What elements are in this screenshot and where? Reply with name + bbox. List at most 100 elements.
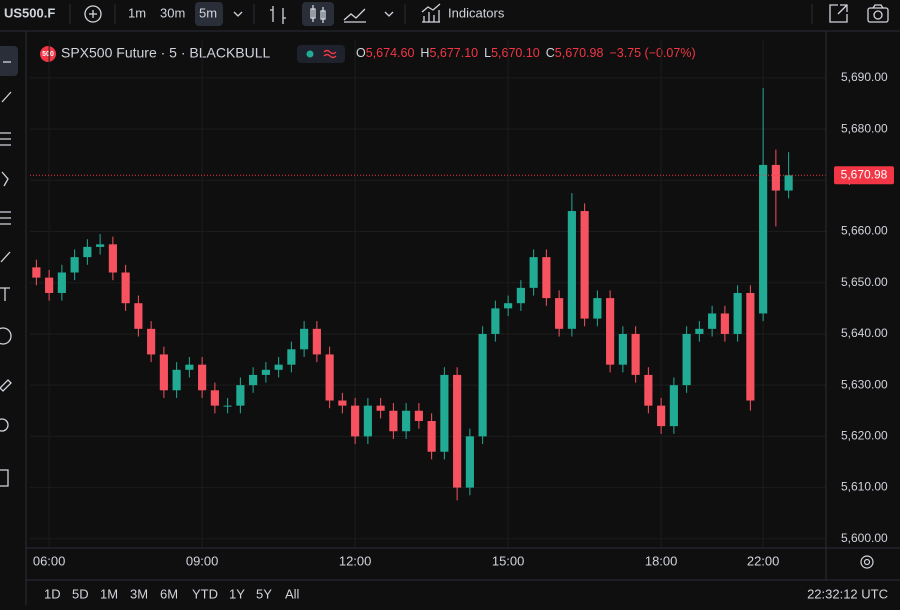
range-button[interactable]: 6M	[160, 586, 178, 601]
zoom-tool[interactable]	[0, 418, 9, 432]
candle-body	[593, 298, 602, 319]
y-tick-label: 5,610.00	[841, 480, 888, 494]
y-tick-label: 5,630.00	[841, 377, 888, 391]
measure-tool[interactable]	[0, 379, 12, 392]
last-price-tag	[834, 166, 894, 185]
trendline-tool[interactable]	[1, 91, 12, 103]
legend: 500 SPX500 Future · 5 · BLACKBULL O5,674…	[40, 45, 696, 63]
pattern-tool[interactable]	[1, 171, 9, 187]
left-toolbar	[0, 46, 18, 487]
y-tick-label: 5,650.00	[841, 275, 888, 289]
candle-body	[134, 303, 143, 329]
range-button[interactable]: 5D	[72, 586, 89, 601]
y-tick-label: 5,600.00	[841, 531, 888, 545]
x-tick-label: 09:00	[186, 553, 219, 568]
candle-body	[236, 385, 245, 406]
x-tick-label: 06:00	[33, 553, 66, 568]
fib-tool[interactable]	[0, 132, 11, 146]
range-button[interactable]: YTD	[192, 586, 218, 601]
candle-body	[376, 405, 385, 411]
ohlc-key: O	[356, 46, 366, 60]
screenshot-button[interactable]	[867, 4, 889, 23]
range-button[interactable]: 3M	[130, 586, 148, 601]
indicators-button[interactable]: Indicators	[448, 5, 505, 20]
ohlc-key: C	[546, 46, 555, 60]
chart-pane: 5,600.00 5,610.00 5,620.00 5,630.00 5,640.00…	[30, 40, 894, 568]
status-pill[interactable]	[297, 45, 345, 63]
candle-body	[682, 333, 691, 386]
interval-button[interactable]: 1m	[128, 5, 146, 20]
interval-group: 1m 30m 5m	[128, 2, 223, 26]
range-button[interactable]: All	[285, 586, 300, 601]
candle-body	[580, 211, 589, 319]
candle-body	[733, 292, 742, 334]
candle-body	[784, 175, 793, 191]
bar-replay-button[interactable]	[270, 6, 286, 24]
candle-body	[300, 328, 309, 350]
magnet-tool[interactable]	[0, 469, 9, 487]
candle-body	[389, 410, 398, 432]
candle-body	[567, 211, 576, 329]
interval-button[interactable]: 30m	[160, 5, 185, 20]
cursor-tool[interactable]	[0, 46, 18, 76]
chart-type-dropdown[interactable]	[384, 11, 394, 17]
x-tick-label: 22:00	[747, 553, 780, 568]
fullscreen-button[interactable]	[829, 4, 848, 23]
candle-body	[338, 400, 347, 406]
candle-body	[491, 308, 500, 334]
range-button[interactable]: 1D	[44, 586, 61, 601]
ohlc-key: H	[420, 46, 429, 60]
y-tick-label: 5,660.00	[841, 224, 888, 238]
candle-body	[402, 410, 411, 432]
top-toolbar: US500.F 1m 30m 5m Indicators	[4, 2, 889, 26]
interval-button[interactable]: 5m	[199, 5, 217, 20]
text-tool[interactable]	[0, 287, 10, 301]
range-button[interactable]: 1Y	[229, 586, 245, 601]
candle-body	[351, 405, 360, 437]
prediction-tool[interactable]	[0, 211, 11, 225]
candle-body	[669, 385, 678, 427]
candle-body	[121, 272, 130, 304]
market-status-dot	[306, 50, 314, 58]
ohlc-value: 5,677.10	[429, 46, 478, 60]
candle-body	[708, 313, 717, 329]
area-chart-button[interactable]	[343, 8, 366, 23]
settings-button[interactable]	[860, 555, 874, 569]
candle-body	[287, 349, 296, 365]
symbol-badge	[40, 46, 56, 62]
bottom-bar: 22:32:12 UTC 1D 5D 1M 3M 6M YTD 1Y 5Y All	[44, 586, 888, 601]
icon-tool[interactable]	[0, 327, 12, 345]
candle-body	[746, 292, 755, 401]
range-button[interactable]: 5Y	[256, 586, 272, 601]
chart-type-active[interactable]	[302, 2, 334, 26]
x-tick-label: 18:00	[645, 553, 678, 568]
candle-body	[465, 436, 474, 488]
y-tick-label: 5,680.00	[841, 121, 888, 135]
y-tick-label: 5,690.00	[841, 70, 888, 84]
candle-body	[198, 364, 207, 391]
candle-body	[644, 374, 653, 406]
indicators-icon[interactable]	[421, 3, 441, 23]
candle-body	[414, 410, 423, 421]
candle-body	[606, 298, 615, 365]
candle-body	[759, 164, 768, 314]
range-button[interactable]: 1M	[100, 586, 118, 601]
ohlc-value: 5,670.98	[555, 46, 604, 60]
last-price-label: 5,670.98	[841, 167, 888, 181]
add-symbol-button[interactable]	[84, 5, 102, 23]
candle-body	[631, 333, 640, 375]
candle-body	[45, 277, 54, 293]
candle-body	[542, 257, 551, 299]
brush-tool[interactable]	[0, 251, 11, 263]
symbol[interactable]: US500.F	[4, 5, 55, 20]
interval-dropdown[interactable]	[233, 11, 243, 17]
candle-body	[720, 313, 729, 334]
candle-body	[159, 354, 168, 391]
candle-body	[83, 246, 92, 258]
candle-body	[261, 369, 270, 375]
candle-body	[440, 374, 449, 452]
delay-icon	[323, 49, 337, 59]
ohlc-values: O5,674.60 H5,677.10 L5,670.10 C5,670.98 −3.7…	[356, 46, 696, 60]
